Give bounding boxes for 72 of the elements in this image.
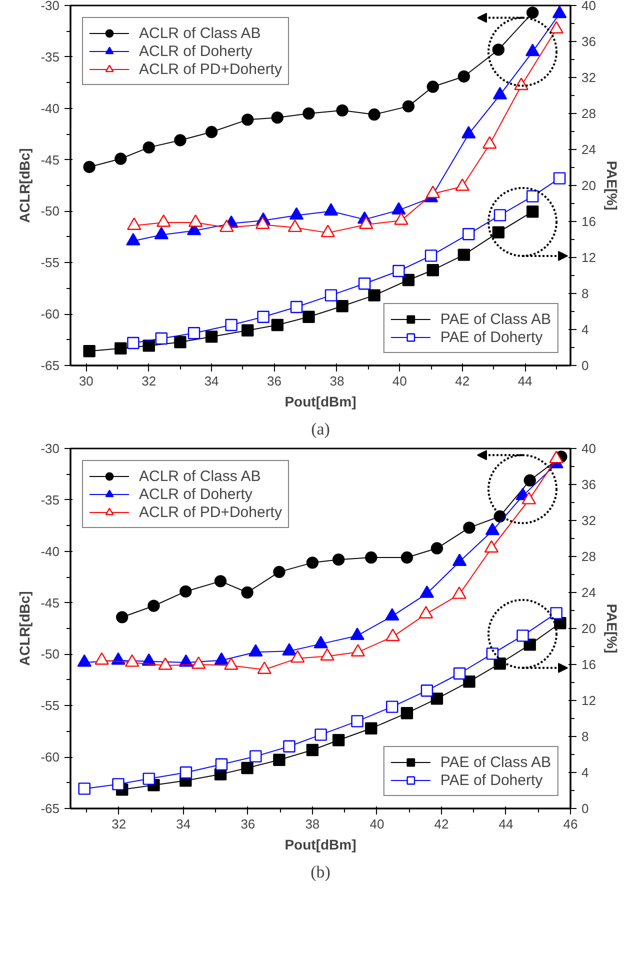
x-tick-label: 38 — [330, 374, 344, 388]
y2-tick-label: 8 — [582, 286, 589, 301]
y-tick-label: -40 — [40, 100, 60, 116]
y2-tick-label: 36 — [582, 477, 596, 492]
legend-label: ACLR of PD+Doherty — [139, 503, 282, 521]
y2-tick-label: 8 — [582, 729, 589, 744]
x-tick-label: 32 — [142, 374, 156, 388]
x-tick-label: 34 — [176, 816, 191, 832]
y-tick-label: -30 — [40, 0, 60, 13]
y-tick-label: -55 — [40, 255, 60, 270]
y2-tick-label: 36 — [582, 34, 596, 49]
y2-tick-label: 24 — [582, 585, 596, 600]
y2-tick-label: 16 — [582, 657, 596, 672]
x-tick-label: 30 — [78, 374, 94, 388]
y2-tick-label: 0 — [582, 358, 589, 373]
y-tick-label: -30 — [40, 441, 60, 456]
x-axis-title: Pout[dBm] — [284, 394, 356, 410]
legend-label: PAE of Class AB — [440, 753, 551, 771]
y-tick-label: -50 — [40, 646, 60, 662]
y-tick-label: -55 — [40, 698, 60, 714]
legend-label: ACLR of PD+Doherty — [139, 60, 282, 78]
y2-tick-label: 12 — [582, 250, 596, 265]
y-tick-label: -50 — [40, 204, 60, 219]
x-tick-label: 44 — [498, 816, 514, 832]
y-tick-label: -65 — [40, 358, 60, 373]
legend-label: PAE of Class AB — [440, 310, 551, 328]
y2-tick-label: 16 — [582, 214, 596, 229]
x-tick-label: 38 — [305, 816, 320, 832]
x-tick-label: 44 — [518, 374, 532, 388]
legend-label: ACLR of Class AB — [139, 467, 261, 485]
x-axis-title: Pout[dBm] — [284, 836, 356, 852]
y-tick-label: -45 — [40, 152, 60, 168]
y2-tick-label: 40 — [582, 0, 596, 13]
y-tick-label: -35 — [40, 492, 60, 508]
y2-tick-label: 4 — [582, 765, 589, 780]
y-axis-title: ACLR[dBc] — [16, 591, 33, 666]
y-tick-label: -65 — [40, 801, 60, 816]
y2-axis-title: PAE[%] — [604, 160, 620, 210]
y-tick-label: -45 — [40, 595, 60, 610]
x-tick-label: 36 — [267, 374, 282, 388]
y-tick-label: -60 — [40, 750, 60, 765]
x-tick-label: 40 — [392, 374, 407, 388]
y2-tick-label: 12 — [582, 693, 596, 708]
y2-tick-label: 0 — [582, 801, 589, 816]
y-tick-label: -35 — [40, 49, 60, 64]
legend-label: PAE of Doherty — [440, 328, 543, 346]
legend-label: PAE of Doherty — [440, 771, 543, 789]
x-tick-label: 34 — [204, 374, 219, 388]
x-tick-label: 32 — [112, 816, 126, 832]
text: (a) — [311, 420, 330, 438]
y2-tick-label: 24 — [582, 142, 596, 157]
y2-tick-label: 28 — [582, 106, 596, 121]
y2-tick-label: 32 — [582, 513, 596, 528]
legend-label: ACLR of Doherty — [139, 485, 252, 503]
y2-axis-title: PAE[%] — [604, 604, 620, 654]
text: (b) — [310, 862, 330, 882]
y2-tick-label: 28 — [582, 549, 596, 564]
legend-label: ACLR of Doherty — [139, 42, 252, 60]
x-tick-label: 42 — [455, 374, 470, 388]
x-tick-label: 46 — [563, 816, 578, 832]
y-tick-label: -40 — [40, 544, 60, 559]
x-tick-label: 40 — [370, 816, 384, 832]
y2-tick-label: 32 — [582, 70, 596, 85]
x-tick-label: 42 — [434, 816, 449, 832]
x-tick-label: 36 — [240, 816, 256, 832]
y2-tick-label: 40 — [582, 441, 596, 456]
y2-tick-label: 20 — [582, 178, 596, 193]
y2-tick-label: 20 — [582, 621, 596, 636]
y-axis-title: ACLR[dBc] — [16, 148, 33, 223]
y-tick-label: -60 — [40, 306, 60, 322]
y2-tick-label: 4 — [582, 322, 589, 337]
legend-label: ACLR of Class AB — [139, 24, 261, 42]
